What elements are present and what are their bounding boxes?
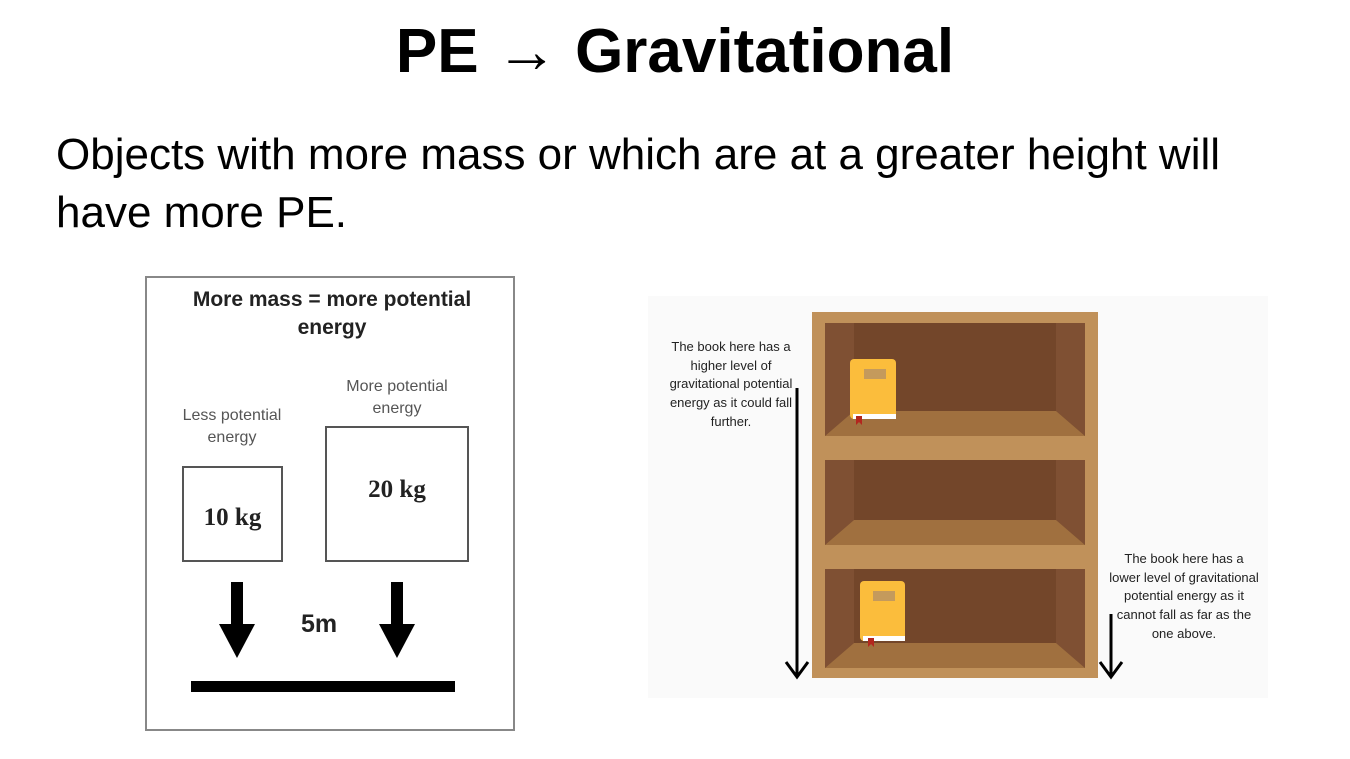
bookshelf-diagram: The book here has a higher level of grav… (648, 296, 1268, 698)
shelf-compartment-middle (825, 460, 1085, 545)
book-icon-top (850, 359, 896, 425)
height-label: 5m (301, 610, 338, 638)
mass-diagram-title: More mass = more potential energy (192, 288, 472, 339)
shelf-compartment-top (825, 323, 1085, 436)
down-arrow-icon (379, 582, 415, 658)
bookshelf-illustration (784, 312, 1124, 680)
large-mass-box: 20 kg (325, 426, 469, 562)
less-potential-label: Less potential energy (182, 407, 282, 446)
bottom-book-note: The book here has a lower level of gravi… (1109, 551, 1259, 641)
fall-distance-arrow-long (784, 388, 810, 680)
small-mass-box: 10 kg (182, 466, 283, 562)
slide-title: PE → Gravitational (395, 17, 955, 86)
fall-arrows (219, 582, 415, 658)
down-arrow-icon (219, 582, 255, 658)
fall-distance-arrow-short (1098, 614, 1124, 680)
top-book-note: The book here has a higher level of grav… (669, 339, 793, 429)
book-icon-bottom (860, 581, 905, 647)
slide-body-text: Objects with more mass or which are at a… (56, 130, 1221, 237)
mass-diagram: More mass = more potential energy Less p… (145, 276, 515, 731)
ground-line (191, 681, 455, 692)
more-potential-label: More potential energy (346, 378, 448, 417)
